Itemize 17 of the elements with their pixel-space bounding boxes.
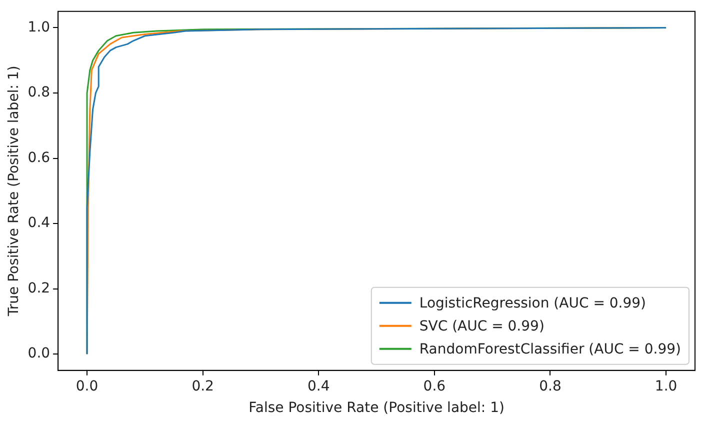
- x-tick-label: 1.0: [654, 378, 678, 394]
- legend-label: RandomForestClassifier (AUC = 0.99): [419, 342, 682, 358]
- y-tick-label: 0.6: [28, 150, 50, 166]
- x-tick-label: 0.0: [76, 378, 98, 394]
- y-axis-title: True Positive Rate (Positive label: 1): [6, 66, 22, 318]
- y-tick-label: 0.4: [28, 215, 50, 232]
- y-tick-label: 0.0: [28, 346, 50, 362]
- x-tick-label: 0.8: [539, 378, 562, 394]
- y-tick-label: 1.0: [28, 19, 50, 36]
- y-tick-label: 0.2: [28, 280, 50, 296]
- legend-label: SVC (AUC = 0.99): [419, 318, 544, 335]
- x-tick-label: 0.4: [307, 378, 330, 394]
- x-tick-label: 0.6: [423, 378, 446, 394]
- x-axis-title: False Positive Rate (Positive label: 1): [248, 400, 504, 416]
- y-tick-label: 0.8: [28, 84, 50, 101]
- legend-label: LogisticRegression (AUC = 0.99): [419, 296, 646, 312]
- x-tick-label: 0.2: [192, 378, 214, 394]
